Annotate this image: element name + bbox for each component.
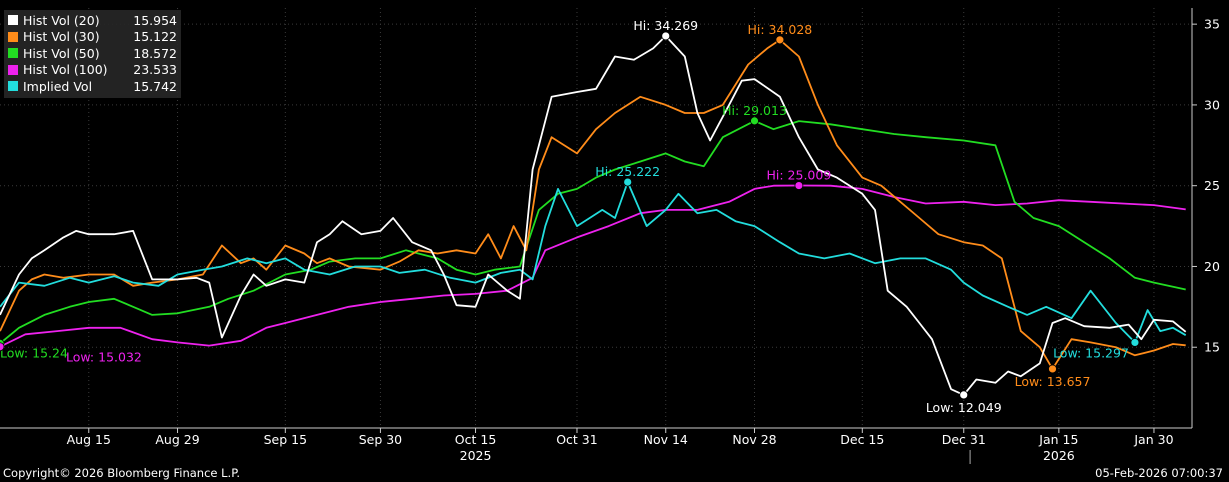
- legend-item-hist-vol-20[interactable]: Hist Vol (20) 15.954: [8, 12, 177, 29]
- x-tick-label: Sep 30: [359, 432, 402, 447]
- legend-label: Hist Vol (30): [23, 29, 100, 45]
- extreme-label: Hi: 25.009: [766, 168, 831, 183]
- x-tick-label: Oct 31: [556, 432, 598, 447]
- series-line-hist-vol-50: [0, 120, 1186, 345]
- timestamp-text: 05-Feb-2026 07:00:37: [1095, 466, 1223, 480]
- legend-item-hist-vol-100[interactable]: Hist Vol (100) 23.533: [8, 62, 177, 79]
- extreme-label: Hi: 29.013: [722, 103, 787, 118]
- legend-label: Implied Vol: [23, 78, 93, 94]
- extreme-label: Hi: 34.028: [747, 22, 812, 37]
- legend-label: Hist Vol (100): [23, 62, 108, 78]
- series-lines: [0, 35, 1187, 396]
- extreme-marker: [1048, 364, 1057, 374]
- y-tick-label: 15: [1204, 340, 1220, 355]
- legend-swatch: [8, 15, 18, 26]
- legend-value: 15.122: [133, 29, 177, 45]
- y-tick-label: 25: [1204, 178, 1220, 193]
- series-line-hist-vol-30: [0, 39, 1186, 370]
- legend: Hist Vol (20) 15.954 Hist Vol (30) 15.12…: [4, 10, 181, 98]
- x-tick-label: Aug 29: [155, 432, 199, 447]
- legend-label: Hist Vol (20): [23, 12, 100, 28]
- y-tick-label: 20: [1204, 259, 1220, 274]
- x-tick-label: Nov 28: [732, 432, 776, 447]
- year-label: 2025: [460, 448, 492, 463]
- extreme-marker: [959, 390, 969, 400]
- legend-swatch: [8, 64, 18, 75]
- series-line-implied-vol: [0, 181, 1187, 344]
- x-tick-label: Aug 15: [67, 432, 111, 447]
- extreme-marker: [623, 177, 633, 187]
- legend-item-hist-vol-50[interactable]: Hist Vol (50) 18.572: [8, 45, 177, 62]
- extreme-marker: [750, 116, 759, 126]
- x-tick-label: Dec 15: [840, 432, 884, 447]
- extreme-marker: [661, 31, 671, 41]
- legend-swatch: [8, 31, 18, 42]
- legend-item-implied-vol[interactable]: Implied Vol 15.742: [8, 78, 177, 95]
- legend-value: 18.572: [133, 45, 177, 61]
- extreme-label: Hi: 34.269: [633, 18, 698, 33]
- y-tick-label: 30: [1204, 97, 1220, 112]
- legend-swatch: [8, 48, 18, 59]
- legend-value: 15.742: [133, 78, 177, 94]
- copyright-text: Copyright© 2026 Bloomberg Finance L.P.: [3, 466, 240, 480]
- legend-swatch: [8, 81, 18, 92]
- x-tick-label: Nov 14: [644, 432, 688, 447]
- x-tick-label: Sep 15: [264, 432, 307, 447]
- series-line-hist-vol-20: [0, 35, 1187, 396]
- series-line-hist-vol-100: [0, 184, 1186, 348]
- extreme-marker: [794, 181, 804, 190]
- extreme-marker: [775, 35, 785, 45]
- extreme-label: Low: 15.032: [66, 350, 142, 365]
- x-tick-label: Dec 31: [942, 432, 986, 447]
- extreme-marker: [0, 342, 5, 352]
- y-tick-label: 35: [1204, 17, 1220, 32]
- extreme-label: Low: 15.24: [0, 345, 68, 360]
- legend-item-hist-vol-30[interactable]: Hist Vol (30) 15.122: [8, 29, 177, 46]
- x-tick-label: Oct 15: [455, 432, 497, 447]
- year-label: 2026: [1043, 448, 1075, 463]
- x-tick-label: Jan 15: [1038, 432, 1078, 447]
- grid: [0, 8, 1192, 428]
- extreme-marker: [1130, 338, 1140, 347]
- extreme-label: Low: 13.657: [1015, 374, 1091, 389]
- x-tick-label: Jan 30: [1133, 432, 1173, 447]
- legend-label: Hist Vol (50): [23, 45, 100, 61]
- legend-value: 23.533: [133, 62, 177, 78]
- extreme-label: Low: 15.297: [1053, 345, 1129, 360]
- extreme-label: Hi: 25.222: [595, 164, 660, 179]
- annotations: Hi: 34.269 Hi: 34.028 Hi: 29.013 Hi: 25.222…: [0, 18, 1140, 415]
- legend-value: 15.954: [133, 12, 177, 28]
- extreme-label: Low: 12.049: [926, 400, 1002, 415]
